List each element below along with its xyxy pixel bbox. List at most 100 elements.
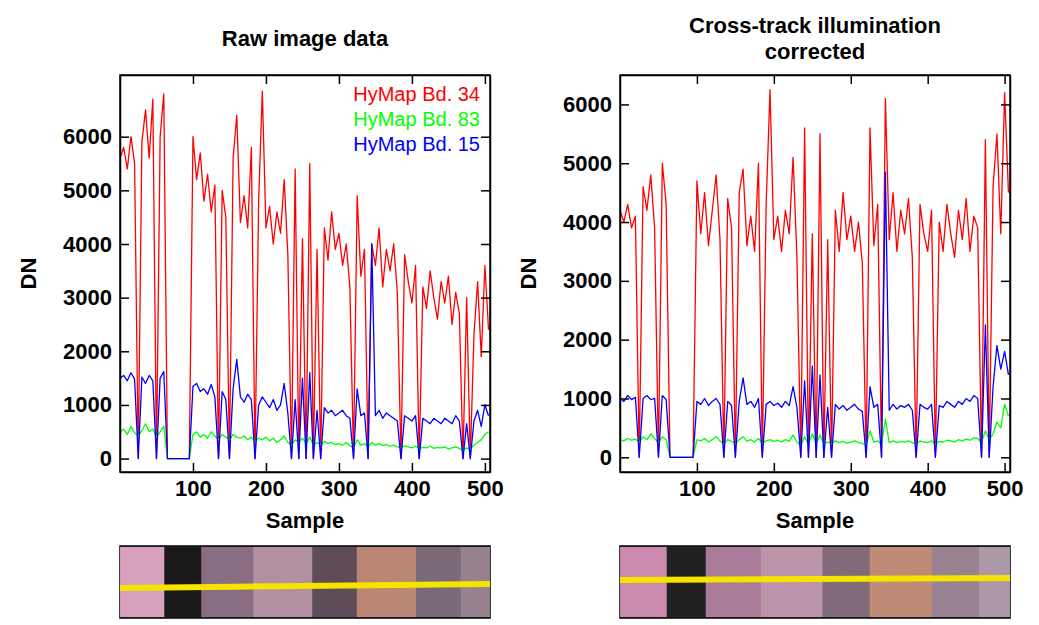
tick: [1001, 163, 1010, 164]
tick-mark: [1001, 104, 1010, 106]
tick: [481, 351, 490, 352]
tick: [1005, 75, 1006, 84]
series-line: [120, 91, 489, 458]
tick: [339, 75, 340, 84]
axis-line: [121, 472, 491, 474]
tick: [485, 75, 486, 84]
tick: [774, 75, 775, 84]
chart-title: Raw image data: [222, 26, 389, 51]
tick: 2000: [63, 339, 129, 364]
tick-label: 200: [756, 476, 793, 501]
tick-mark: [1004, 463, 1006, 472]
tick: 300: [833, 463, 870, 501]
axis-line: [1010, 76, 1012, 473]
strip-patch: [312, 547, 356, 617]
tick: [481, 137, 490, 138]
tick-mark: [339, 463, 341, 472]
tick-mark: [927, 75, 929, 84]
tick-mark: [851, 463, 853, 472]
tick-mark: [339, 75, 341, 84]
tick: [851, 75, 852, 84]
legend-entry: HyMap Bd. 15: [353, 133, 480, 155]
x-axis-title: Sample: [266, 508, 344, 533]
tick-label: 400: [394, 476, 431, 501]
tick-label: 4000: [63, 232, 112, 257]
tick-label: 2000: [63, 339, 112, 364]
strip-ground: [120, 546, 490, 618]
strip-patch: [201, 547, 253, 617]
tick-mark: [120, 351, 129, 353]
axis-line: [120, 76, 122, 473]
tick: 500: [987, 463, 1024, 501]
tick-label: 1000: [63, 392, 112, 417]
tick: 100: [679, 463, 716, 501]
tick: 100: [175, 463, 212, 501]
tick-mark: [120, 244, 129, 246]
tick-label: 3000: [63, 285, 112, 310]
tick: [481, 459, 490, 460]
tick: 0: [600, 445, 629, 470]
image-strip: [620, 546, 1010, 618]
axis: [1001, 76, 1011, 473]
tick-mark: [620, 398, 629, 400]
tick: 3000: [563, 268, 629, 293]
tick-mark: [1001, 339, 1010, 341]
tick: [928, 75, 929, 84]
title-line: corrected: [765, 39, 865, 64]
tick-label: 400: [910, 476, 947, 501]
chart-title: Cross-track illuminationcorrected: [689, 13, 941, 64]
tick-mark: [927, 463, 929, 472]
tick-mark: [120, 136, 129, 138]
tick-mark: [481, 244, 490, 246]
strip-patch: [932, 547, 979, 617]
tick-mark: [120, 190, 129, 192]
tick: [193, 75, 194, 84]
tick-mark: [120, 405, 129, 407]
tick-mark: [620, 457, 629, 459]
tick-label: 1000: [563, 386, 612, 411]
axis-line: [121, 75, 491, 77]
tick-mark: [481, 351, 490, 353]
tick-mark: [266, 463, 268, 472]
plot-frame: [120, 75, 490, 472]
plot-area: [120, 91, 489, 458]
tick-mark: [485, 463, 487, 472]
axis: 0 1000 2000 3000 4000 5000 6000: [63, 76, 129, 473]
plot-frame: [620, 75, 1010, 472]
axis: [481, 76, 491, 473]
tick: [481, 298, 490, 299]
tick-label: 300: [833, 476, 870, 501]
panel: 1002003004005000100020003000400050006000…: [16, 26, 504, 618]
tick-mark: [485, 75, 487, 84]
tick-mark: [1001, 163, 1010, 165]
tick-mark: [1001, 281, 1010, 283]
tick: [697, 75, 698, 84]
tick: [1001, 104, 1010, 105]
tick-mark: [481, 405, 490, 407]
tick-mark: [193, 75, 195, 84]
tick: [481, 190, 490, 191]
tick: 0: [100, 446, 129, 471]
tick: 1000: [63, 392, 129, 417]
tick: 400: [910, 463, 947, 501]
strip-patch: [979, 547, 1010, 617]
axis-line: [490, 76, 492, 473]
tick-mark: [266, 75, 268, 84]
tick-label: 3000: [563, 268, 612, 293]
tick-label: 0: [600, 445, 612, 470]
tick: 1000: [563, 386, 629, 411]
axis-line: [621, 472, 1011, 474]
tick-label: 100: [679, 476, 716, 501]
tick-label: 5000: [63, 178, 112, 203]
series-line: [620, 90, 1008, 458]
strip-patch: [823, 547, 870, 617]
strip-profile-line: [620, 578, 1010, 580]
tick-mark: [481, 190, 490, 192]
tick-label: 0: [100, 446, 112, 471]
strip-ground: [620, 546, 1010, 618]
tick-label: 6000: [63, 124, 112, 149]
tick-mark: [620, 104, 629, 106]
tick: 500: [467, 463, 504, 501]
tick-label: 5000: [563, 151, 612, 176]
tick-mark: [120, 458, 129, 460]
